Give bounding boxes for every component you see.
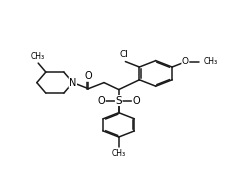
Text: N: N (69, 78, 76, 88)
Text: S: S (116, 95, 122, 105)
Text: O: O (132, 95, 140, 105)
Text: Cl: Cl (120, 50, 128, 59)
Text: O: O (182, 57, 189, 66)
Text: CH₃: CH₃ (31, 52, 45, 61)
Text: CH₃: CH₃ (112, 149, 126, 158)
Text: O: O (84, 71, 92, 81)
Text: CH₃: CH₃ (204, 57, 218, 66)
Text: O: O (98, 95, 105, 105)
